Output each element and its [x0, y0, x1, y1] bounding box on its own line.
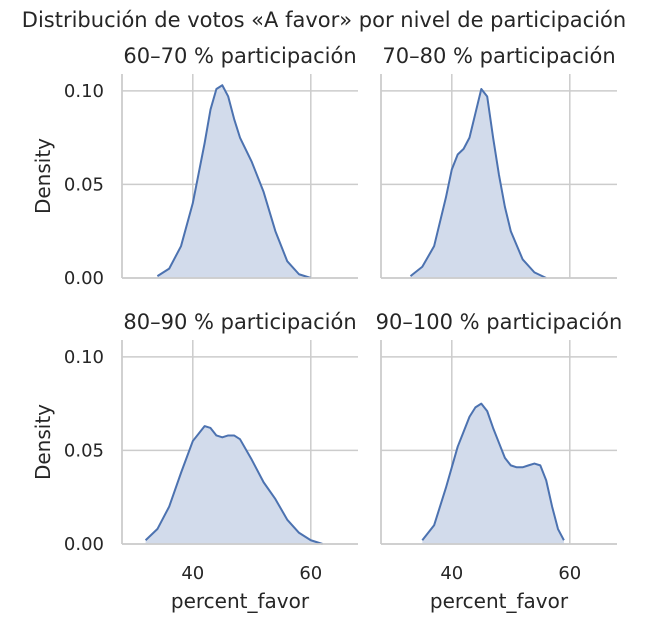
- y-axis-label-3: Density: [31, 404, 55, 480]
- panel-title-3: 80–90 % participación: [123, 310, 356, 334]
- x-axis-label-4: percent_favor: [430, 589, 569, 613]
- y-tick-label-3-1: 0.05: [64, 440, 104, 461]
- panel-title-2: 70–80 % participación: [382, 44, 615, 68]
- y-tick-label-1-2: 0.10: [64, 81, 104, 102]
- x-tick-label-4-0: 40: [440, 563, 463, 584]
- y-tick-label-1-1: 0.05: [64, 174, 104, 195]
- y-axis-label-1: Density: [31, 138, 55, 214]
- y-tick-label-3-2: 0.10: [64, 347, 104, 368]
- y-tick-label-1-0: 0.00: [64, 268, 104, 289]
- panel-title-4: 90–100 % participación: [376, 310, 623, 334]
- density-area-3: [145, 426, 323, 544]
- density-line-3: [144, 425, 323, 545]
- x-tick-label-3-0: 40: [181, 563, 204, 584]
- density-area-4: [422, 403, 564, 544]
- panel-title-1: 60–70 % participación: [123, 44, 356, 68]
- y-tick-label-3-0: 0.00: [64, 534, 104, 555]
- density-area-2: [410, 88, 547, 278]
- x-axis-label-3: percent_favor: [171, 589, 310, 613]
- density-area-1: [157, 85, 311, 278]
- x-tick-label-3-1: 60: [299, 563, 322, 584]
- x-tick-label-4-1: 60: [558, 563, 581, 584]
- chart-title: Distribución de votos «A favor» por nive…: [22, 8, 626, 32]
- density-line-1: [156, 84, 312, 279]
- density-line-4: [421, 402, 565, 541]
- density-line-2: [409, 87, 547, 279]
